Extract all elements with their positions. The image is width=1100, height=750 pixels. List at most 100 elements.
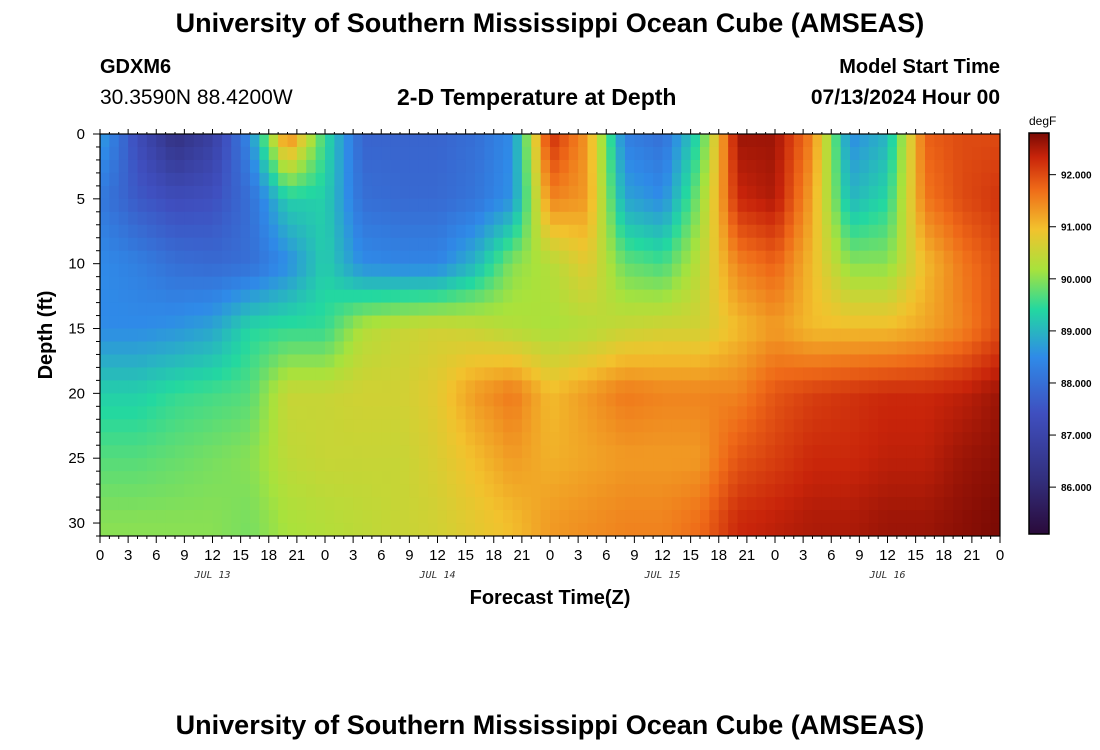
heatmap-cell bbox=[550, 354, 560, 369]
heatmap-cell bbox=[559, 172, 570, 187]
heatmap-cell bbox=[568, 380, 579, 394]
heatmap-cell bbox=[484, 328, 495, 343]
heatmap-cell bbox=[325, 406, 335, 420]
heatmap-cell bbox=[559, 497, 570, 511]
heatmap-cell bbox=[193, 250, 204, 265]
heatmap-cell bbox=[596, 276, 607, 291]
heatmap-cell bbox=[250, 510, 260, 524]
heatmap-cell bbox=[193, 328, 204, 343]
heatmap-cell bbox=[690, 406, 701, 420]
heatmap-cell bbox=[934, 224, 945, 239]
heatmap-cell bbox=[850, 172, 860, 187]
heatmap-cell bbox=[615, 419, 626, 433]
heatmap-cell bbox=[156, 445, 167, 459]
heatmap-cell bbox=[540, 393, 551, 407]
heatmap-cell bbox=[765, 393, 776, 407]
heatmap-cell bbox=[990, 497, 1000, 511]
heatmap-cell bbox=[456, 289, 467, 304]
heatmap-cell bbox=[306, 159, 317, 174]
heatmap-cell bbox=[315, 302, 326, 317]
heatmap-cell bbox=[606, 159, 617, 174]
heatmap-cell bbox=[690, 393, 701, 407]
heatmap-cell bbox=[465, 419, 476, 433]
heatmap-cell bbox=[746, 159, 757, 174]
heatmap-cell bbox=[971, 445, 982, 459]
heatmap-cell bbox=[775, 497, 785, 511]
heatmap-cell bbox=[343, 458, 354, 472]
heatmap-cell bbox=[990, 134, 1000, 148]
heatmap-cell bbox=[493, 146, 504, 161]
heatmap-cell bbox=[550, 328, 560, 343]
heatmap-cell bbox=[278, 172, 289, 187]
heatmap-cell bbox=[428, 406, 439, 420]
heatmap-cell bbox=[634, 445, 645, 459]
heatmap-cell bbox=[625, 497, 635, 511]
heatmap-cell bbox=[221, 497, 232, 511]
heatmap-cell bbox=[915, 367, 926, 381]
heatmap-cell bbox=[981, 393, 992, 407]
heatmap-cell bbox=[990, 198, 1000, 213]
heatmap-cell bbox=[906, 276, 917, 291]
heatmap-cell bbox=[521, 224, 532, 239]
heatmap-cell bbox=[184, 471, 195, 485]
heatmap-cell bbox=[990, 211, 1000, 226]
heatmap-cell bbox=[287, 406, 298, 420]
heatmap-cell bbox=[268, 146, 279, 161]
heatmap-cell bbox=[437, 367, 448, 381]
heatmap-cell bbox=[268, 224, 279, 239]
heatmap-cell bbox=[821, 146, 832, 161]
heatmap-cell bbox=[962, 185, 973, 200]
heatmap-cell bbox=[840, 198, 851, 213]
heatmap-cell bbox=[803, 445, 814, 459]
heatmap-cell bbox=[418, 250, 429, 265]
heatmap-cell bbox=[990, 159, 1000, 174]
heatmap-cell bbox=[896, 367, 907, 381]
heatmap-cell bbox=[212, 289, 223, 304]
heatmap-cell bbox=[606, 406, 617, 420]
heatmap-cell bbox=[859, 159, 870, 174]
heatmap-cell bbox=[353, 497, 364, 511]
heatmap-cell bbox=[559, 484, 570, 498]
heatmap-cell bbox=[812, 458, 823, 472]
heatmap-cell bbox=[568, 172, 579, 187]
heatmap-cell bbox=[756, 211, 767, 226]
x-tick-label: 6 bbox=[602, 547, 610, 564]
heatmap-cell bbox=[100, 510, 110, 524]
heatmap-cell bbox=[278, 354, 289, 369]
heatmap-cell bbox=[484, 289, 495, 304]
heatmap-cell bbox=[231, 471, 242, 485]
heatmap-cell bbox=[700, 263, 710, 278]
heatmap-cell bbox=[137, 185, 148, 200]
heatmap-cell bbox=[615, 315, 626, 330]
heatmap-cell bbox=[887, 211, 898, 226]
heatmap-cell bbox=[943, 237, 954, 252]
heatmap-cell bbox=[146, 185, 157, 200]
heatmap-cell bbox=[278, 146, 289, 161]
heatmap-cell bbox=[250, 159, 260, 174]
heatmap-cell bbox=[634, 406, 645, 420]
heatmap-cell bbox=[784, 276, 795, 291]
heatmap-cell bbox=[765, 250, 776, 265]
heatmap-cell bbox=[184, 198, 195, 213]
heatmap-cell bbox=[315, 354, 326, 369]
heatmap-cell bbox=[587, 328, 598, 343]
heatmap-cell bbox=[859, 458, 870, 472]
heatmap-cell bbox=[446, 484, 457, 498]
heatmap-cell bbox=[887, 380, 898, 394]
heatmap-cell bbox=[184, 237, 195, 252]
heatmap-cell bbox=[381, 393, 392, 407]
heatmap-cell bbox=[334, 198, 345, 213]
heatmap-cell bbox=[184, 406, 195, 420]
heatmap-cell bbox=[728, 172, 739, 187]
heatmap-cell bbox=[971, 185, 982, 200]
heatmap-cell bbox=[971, 211, 982, 226]
heatmap-cell bbox=[409, 523, 420, 536]
heatmap-cell bbox=[240, 458, 251, 472]
heatmap-cell bbox=[325, 302, 335, 317]
heatmap-cell bbox=[128, 471, 139, 485]
heatmap-cell bbox=[446, 289, 457, 304]
heatmap-cell bbox=[653, 354, 664, 369]
heatmap-cell bbox=[315, 237, 326, 252]
heatmap-cell bbox=[596, 432, 607, 446]
heatmap-cell bbox=[184, 341, 195, 356]
